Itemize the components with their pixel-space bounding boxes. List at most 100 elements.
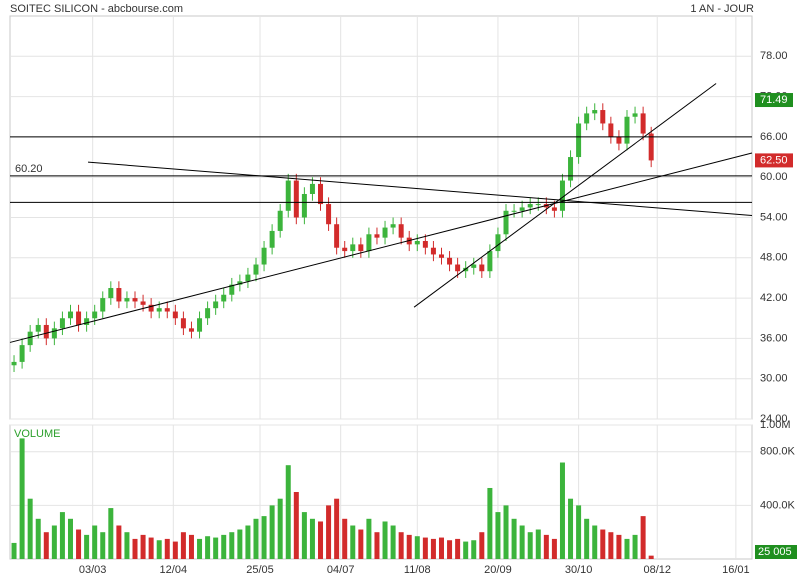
candle-body: [640, 113, 646, 134]
y-tick-label: 48.00: [760, 252, 788, 264]
candle-body: [19, 345, 25, 362]
volume-bar: [511, 518, 517, 559]
volume-bar: [600, 529, 606, 559]
volume-bar: [422, 537, 428, 559]
y-tick-label: 66.00: [760, 131, 788, 143]
volume-bar: [648, 555, 654, 559]
volume-bar: [309, 518, 315, 559]
volume-bar: [180, 532, 186, 559]
candle-body: [164, 308, 170, 312]
candle-body: [285, 180, 291, 211]
candle-body: [342, 247, 348, 252]
candle-body: [35, 324, 41, 332]
volume-bar: [608, 532, 614, 559]
candle-body: [301, 193, 307, 218]
candle-body: [11, 361, 17, 366]
candle-body: [584, 113, 590, 124]
volume-bar: [11, 542, 17, 559]
volume-tick-label: 1.00M: [760, 419, 791, 431]
candle-body: [172, 311, 178, 319]
candle-body: [495, 234, 501, 252]
volume-bar: [253, 518, 259, 559]
volume-bar: [543, 534, 549, 559]
volume-bar: [148, 537, 154, 559]
candle-body: [366, 234, 372, 252]
candle-body: [51, 328, 57, 339]
candle-body: [318, 183, 324, 205]
volume-bar: [471, 540, 477, 559]
price-marker-label: 62.50: [760, 154, 788, 166]
candle-body: [535, 204, 541, 206]
volume-bar: [318, 521, 324, 559]
y-tick-label: 60.00: [760, 171, 788, 183]
candle-body: [92, 311, 98, 319]
volume-bar: [197, 538, 203, 559]
volume-bar: [293, 492, 299, 559]
volume-bar: [382, 521, 388, 559]
trendline: [413, 83, 717, 308]
candle-body: [334, 224, 340, 248]
candle-body: [576, 123, 582, 158]
volume-bar: [229, 532, 235, 559]
volume-bar: [35, 518, 41, 559]
volume-bar: [277, 498, 283, 559]
volume-bar: [285, 465, 291, 559]
y-tick-label: 54.00: [760, 211, 788, 223]
candle-body: [487, 251, 493, 272]
price-marker: [755, 153, 793, 168]
candle-body: [132, 298, 138, 302]
volume-bar: [221, 534, 227, 559]
trendline: [9, 152, 753, 343]
candle-body: [422, 241, 428, 248]
volume-bar: [350, 525, 356, 559]
volume-panel: [9, 424, 753, 560]
candle-body: [221, 294, 227, 302]
volume-tick-label: 800.0K: [760, 446, 796, 458]
candle-body: [188, 328, 194, 332]
candle-body: [374, 234, 380, 238]
volume-bar: [447, 540, 453, 559]
candle-body: [358, 244, 364, 252]
candle-body: [293, 180, 299, 218]
volume-marker-label: 25 005: [758, 546, 792, 558]
volume-bar: [519, 525, 525, 559]
candle-body: [455, 264, 461, 272]
volume-bar: [100, 532, 106, 559]
candle-body: [116, 288, 122, 302]
x-tick-label: 12/04: [160, 564, 188, 576]
candle-body: [447, 257, 453, 265]
volume-tick-label: 400.0K: [760, 499, 796, 511]
candle-body: [27, 331, 33, 346]
x-tick-label: 03/03: [79, 564, 107, 576]
candle-body: [632, 113, 638, 117]
volume-bar: [132, 538, 138, 559]
candle-body: [511, 210, 517, 212]
volume-bar: [67, 518, 73, 559]
candle-body: [600, 110, 606, 124]
candle-body: [559, 180, 565, 211]
volume-bar: [59, 512, 65, 559]
volume-bar: [479, 532, 485, 559]
candle-body: [503, 210, 509, 235]
volume-bar: [124, 532, 130, 559]
candle-body: [398, 224, 404, 238]
candle-body: [140, 301, 146, 305]
volume-bar: [374, 532, 380, 559]
volume-bar: [19, 438, 25, 559]
candle-body: [382, 227, 388, 238]
volume-bar: [592, 525, 598, 559]
volume-bar: [430, 538, 436, 559]
x-tick-label: 16/01: [722, 564, 750, 576]
y-tick-label: 36.00: [760, 332, 788, 344]
candle-body: [180, 318, 186, 329]
volume-bar: [455, 538, 461, 559]
volume-bar: [245, 525, 251, 559]
x-tick-label: 11/08: [404, 564, 431, 576]
candle-body: [237, 281, 243, 285]
volume-bar: [164, 538, 170, 559]
candle-body: [261, 247, 267, 265]
volume-bar: [213, 537, 219, 559]
candle-body: [616, 136, 622, 144]
volume-bar: [27, 498, 33, 559]
volume-marker: [755, 545, 797, 559]
